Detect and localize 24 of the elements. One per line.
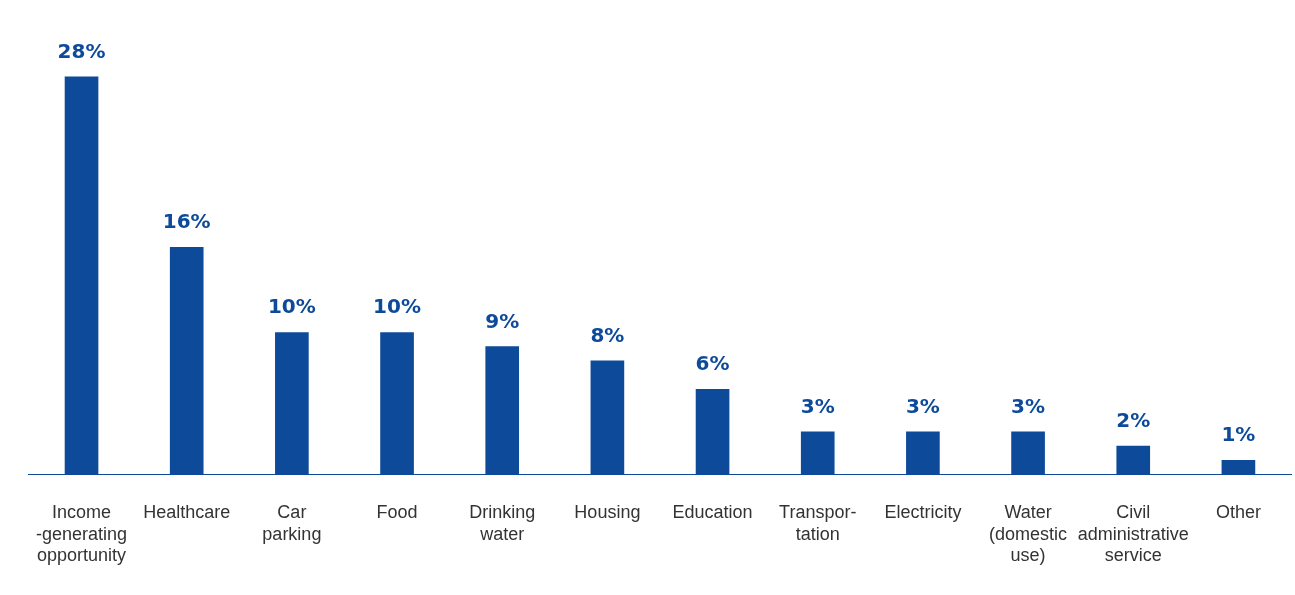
data-label: 6% [695, 351, 730, 376]
data-label: 10% [373, 294, 421, 319]
x-tick-label: Healthcare [143, 501, 231, 522]
x-tick-label: Food [376, 501, 418, 522]
data-label: 2% [1116, 407, 1151, 432]
data-label: 3% [905, 393, 940, 418]
x-tick-label: Other [1215, 501, 1261, 522]
x-tick-label: Electricity [884, 501, 962, 522]
x-tick-label: Drinking water [469, 501, 536, 544]
data-label: 8% [590, 322, 625, 347]
data-label: 10% [267, 294, 316, 319]
data-label: 3% [800, 393, 835, 418]
x-tick-label: Civil administrative service [1077, 501, 1189, 566]
data-label: 16% [162, 209, 211, 234]
x-tick-label: Housing [574, 501, 641, 522]
data-label: 1% [1221, 422, 1256, 447]
data-label: 3% [1011, 393, 1046, 418]
x-tick-label: Car parking [262, 501, 322, 544]
x-tick-label: Transpor- tation [779, 501, 857, 544]
x-tick-label: Water (domestic use) [989, 501, 1068, 566]
data-label: 28% [57, 38, 106, 63]
x-tick-label: Education [672, 501, 753, 522]
x-tick-label: Income -generating opportunity [35, 501, 128, 566]
data-label: 9% [485, 308, 520, 333]
